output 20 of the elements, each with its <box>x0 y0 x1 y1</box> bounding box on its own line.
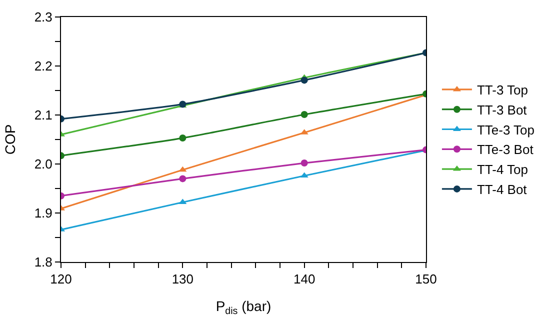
legend-label: TT-3 Top <box>476 82 528 98</box>
y-tick-label: 2.2 <box>34 58 52 74</box>
legend-label: TT-3 Bot <box>476 102 528 118</box>
y-tick-label: 2.3 <box>34 10 52 25</box>
y-tick-label: 2.0 <box>34 156 52 172</box>
legend-label: TTe-3 Top <box>476 122 535 138</box>
x-tick-label: 120 <box>50 272 72 287</box>
x-axis-title: P$_{dis}$ (bar) <box>216 298 272 317</box>
y-tick-label: 1.9 <box>34 206 52 221</box>
point <box>300 172 308 178</box>
point <box>178 166 187 172</box>
legend-label: TT-4 Bot <box>476 182 528 198</box>
legend-label: TT-4 Top <box>476 162 528 178</box>
y-axis-title: COP <box>2 124 18 155</box>
y-tick-label: 1.8 <box>34 254 52 270</box>
x-tick-label: 130 <box>172 272 194 287</box>
legend-label: TTe-3 Bot <box>476 142 534 158</box>
x-tick-label: 140 <box>293 272 316 287</box>
y-tick-label: 2.1 <box>34 108 52 123</box>
x-tick-label: 150 <box>415 272 437 287</box>
